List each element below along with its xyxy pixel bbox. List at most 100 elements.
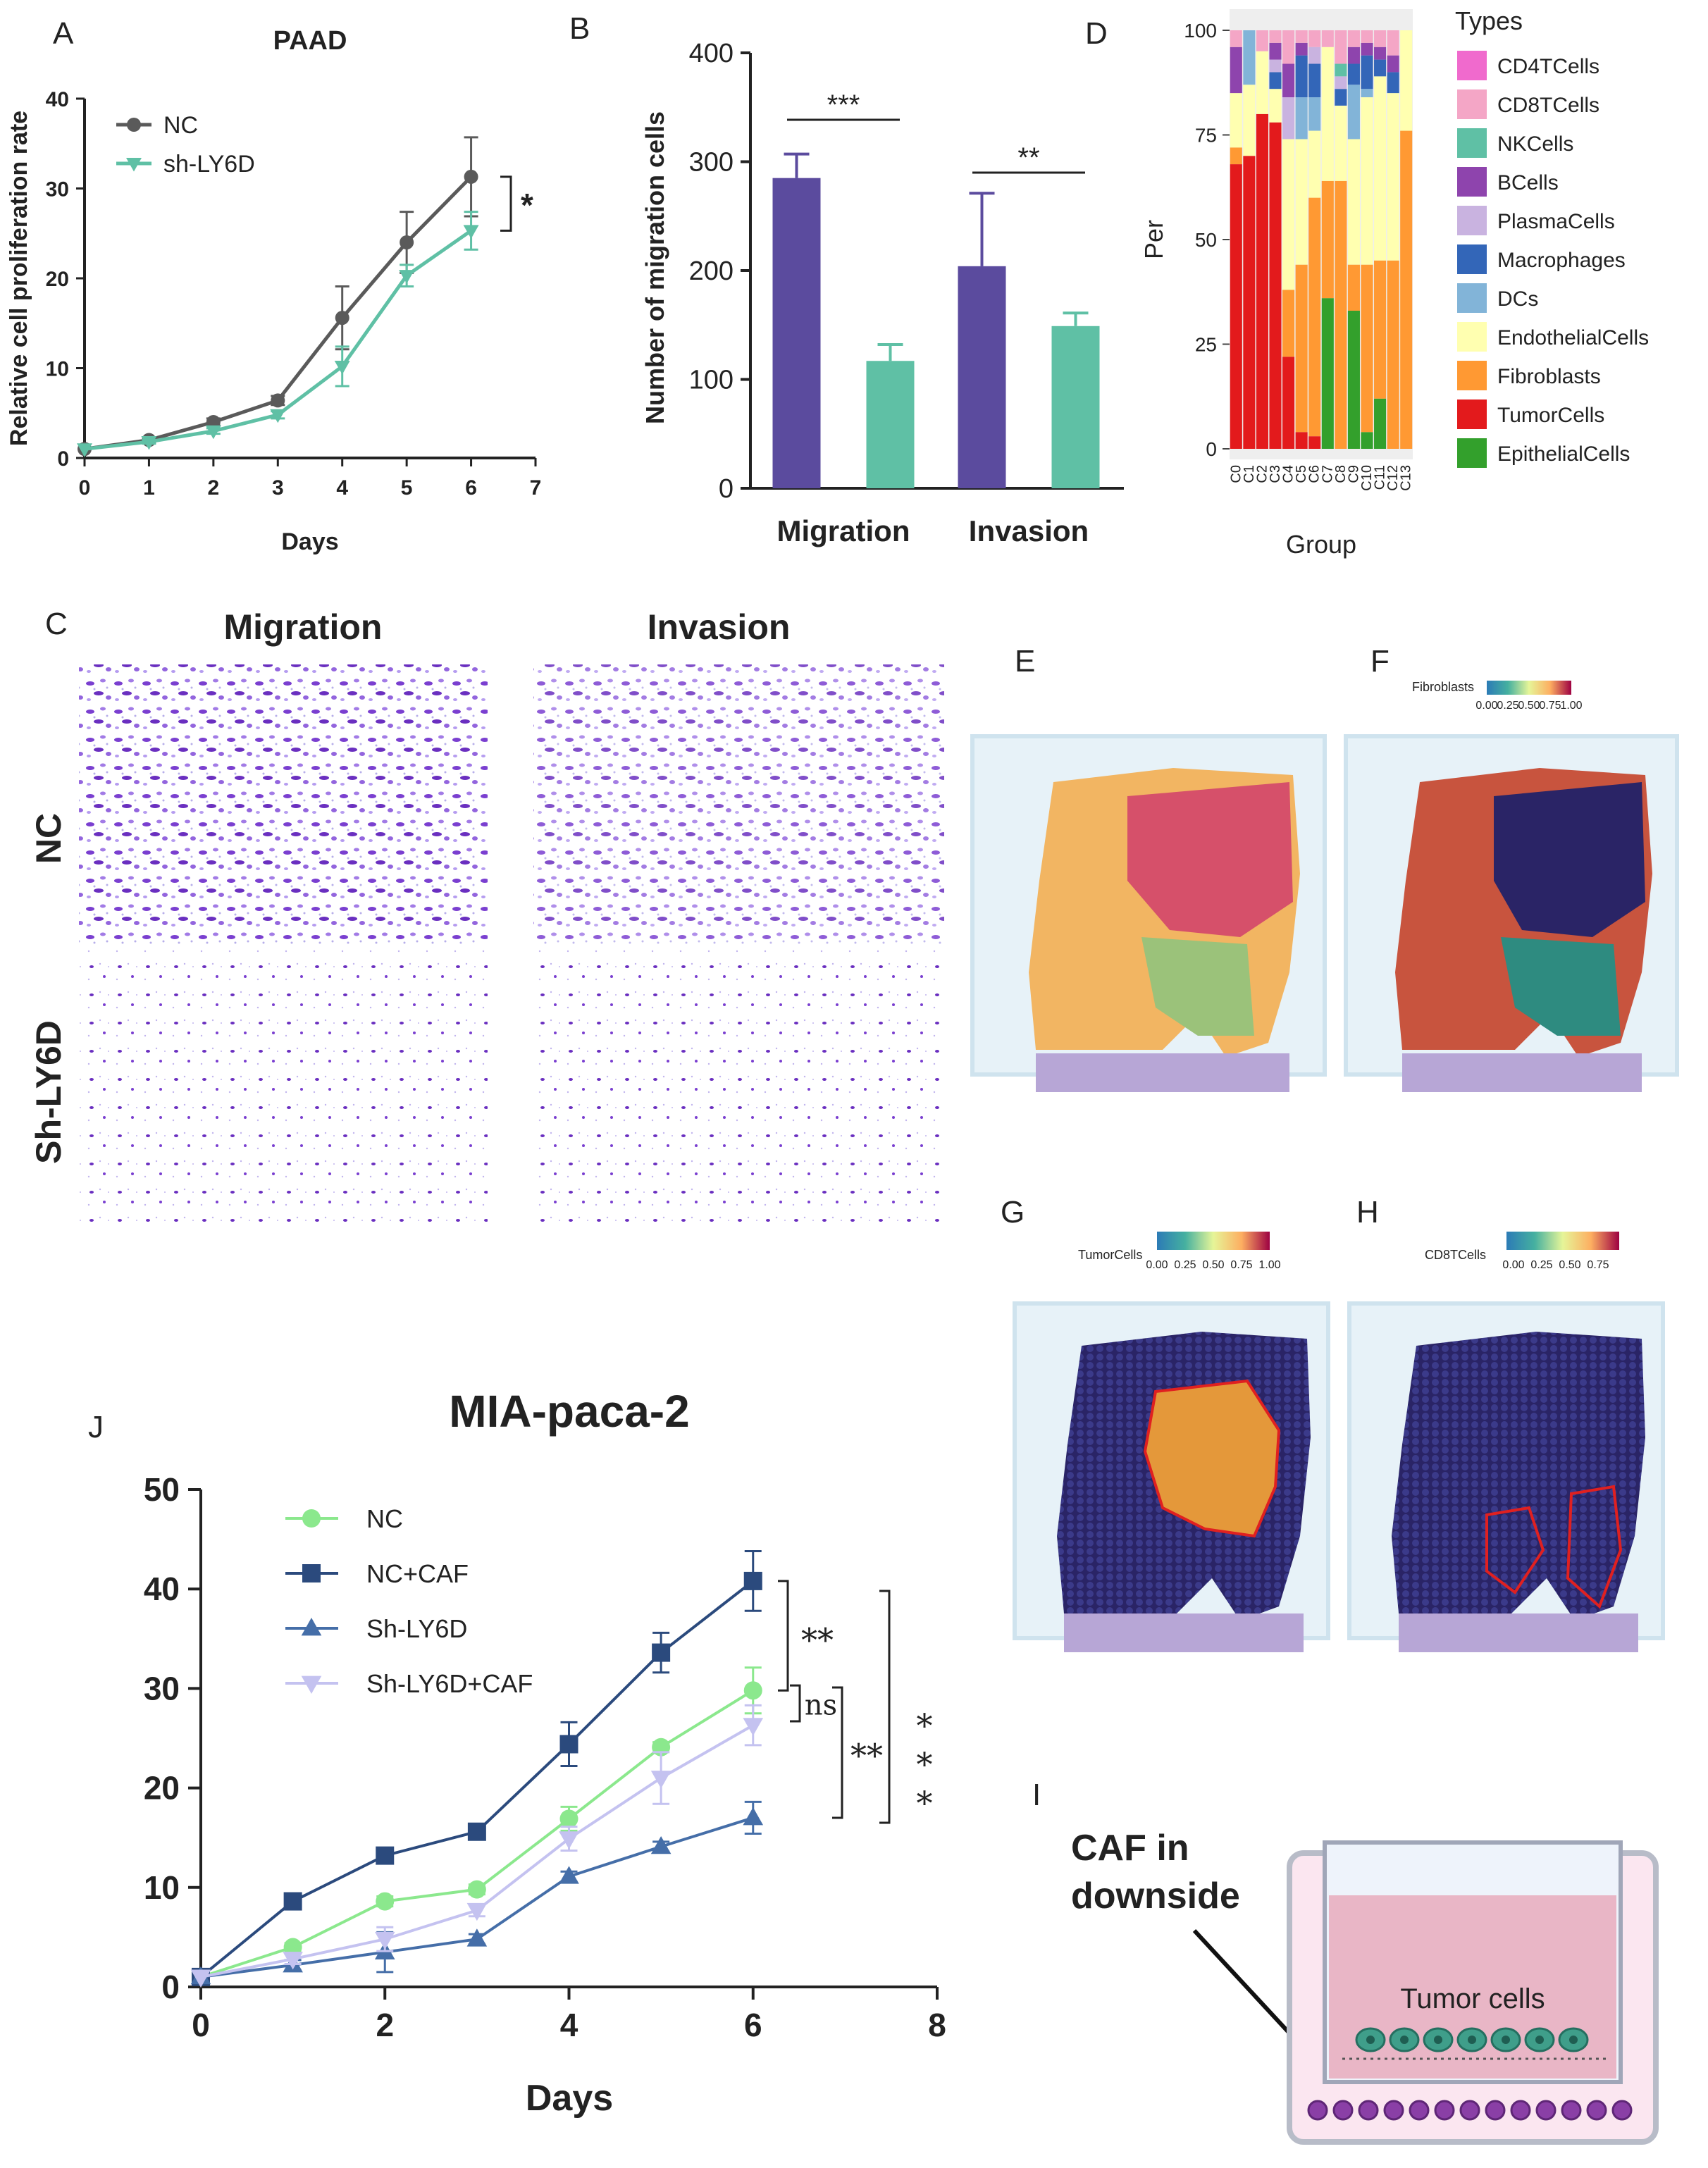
- stack-segment-d: [1295, 42, 1308, 56]
- legend-swatch-d: [1457, 128, 1487, 158]
- y-axis-label-a: Relative cell proliferation rate: [6, 111, 32, 446]
- tissue-section-h: [1392, 1332, 1645, 1621]
- tumor-cells-label: Tumor cells: [1400, 1983, 1545, 2014]
- legend-swatch-d: [1457, 167, 1487, 197]
- data-point-j: [190, 1969, 211, 1988]
- legend-swatch-d: [1457, 438, 1487, 468]
- panel-letter-e: E: [1015, 644, 1035, 679]
- stack-segment-d: [1361, 264, 1373, 433]
- image-nc-invasion: [533, 664, 944, 945]
- stack-segment-d: [1295, 432, 1308, 449]
- y-tick-label-j: 40: [144, 1571, 180, 1607]
- x-tick-label-a: 2: [208, 476, 220, 500]
- stack-segment-d: [1335, 63, 1347, 77]
- image-nc-migration: [79, 664, 488, 945]
- category-label-b: Invasion: [969, 514, 1089, 547]
- caf-cell: [1434, 2100, 1455, 2121]
- colorscale-ticks-f: 0.000.250.500.751.00: [1475, 700, 1582, 712]
- panel-c-col-invasion: Invasion: [648, 607, 791, 647]
- stack-segment-d: [1308, 63, 1321, 98]
- panel-e-spatial-clusters: E: [970, 644, 1327, 1092]
- bracket-j-1: [778, 1580, 789, 1692]
- tissue-cluster-red-e: [1127, 782, 1293, 937]
- stack-segment-d: [1243, 156, 1256, 449]
- y-axis-label-b: Number of migration cells: [640, 111, 669, 424]
- panel-letter-h: H: [1356, 1195, 1379, 1229]
- stack-segment-d: [1347, 310, 1360, 449]
- bar-b: [772, 178, 821, 489]
- legend-label-d: TumorCells: [1497, 404, 1604, 427]
- stack-segment-d: [1400, 130, 1413, 449]
- stack-segment-d: [1335, 180, 1347, 449]
- y-tick-label-b: 300: [689, 148, 734, 178]
- data-point-a: [463, 225, 479, 239]
- x-tick-label-d: C0: [1228, 465, 1244, 483]
- stack-segment-d: [1243, 30, 1256, 85]
- significance-label-j: *: [917, 1706, 933, 1745]
- y-tick-label-d: 0: [1206, 438, 1217, 460]
- tissue-low-f: [1494, 782, 1645, 937]
- y-tick-label-d: 50: [1195, 229, 1217, 251]
- x-tick-label-a: 0: [79, 476, 91, 500]
- stack-segment-d: [1295, 55, 1308, 98]
- significance-label-b: **: [1017, 142, 1039, 173]
- panel-letter-d: D: [1085, 16, 1108, 51]
- stack-segment-d: [1295, 264, 1308, 433]
- x-tick-label-d: C1: [1242, 465, 1257, 483]
- stack-segment-d: [1374, 47, 1387, 60]
- data-point-a: [335, 311, 349, 326]
- bar-b: [958, 266, 1006, 488]
- data-point-j: [652, 1643, 671, 1662]
- legend-label-j: NC: [366, 1504, 403, 1533]
- stack-segment-d: [1361, 55, 1373, 89]
- image-sh-invasion: [533, 950, 944, 1226]
- panel-c-row-nc: NC: [29, 813, 68, 864]
- stack-segment-d: [1321, 30, 1334, 47]
- y-tick-label-a: 10: [46, 358, 69, 381]
- stack-segment-d: [1308, 97, 1321, 131]
- y-tick-label-a: 40: [46, 88, 69, 111]
- x-tick-label-d: C6: [1307, 465, 1323, 483]
- x-tick-label-d: C11: [1373, 465, 1388, 490]
- significance-label-j: ns: [805, 1690, 837, 1722]
- legend-swatch-d: [1457, 206, 1487, 235]
- x-tick-label-j: 0: [192, 2007, 210, 2043]
- significance-label-a: *: [521, 187, 533, 223]
- stack-segment-d: [1282, 139, 1295, 290]
- legend-swatch-d: [1457, 89, 1487, 119]
- stack-segment-d: [1243, 85, 1256, 156]
- x-tick-label-j: 4: [560, 2007, 578, 2043]
- data-point-j: [743, 1571, 762, 1590]
- panel-h-spatial-cd8t: H CD8TCells 0.00 0.25 0.50 0.75: [1347, 1195, 1665, 1652]
- stack-segment-d: [1361, 97, 1373, 265]
- significance-label-j: **: [801, 1621, 834, 1659]
- chart-d-stacked-bars: D 0 25 50 75 100 Per C0C1C2C3C4C5C6C7C8C9C10C11…: [1085, 6, 1649, 559]
- y-tick-label-a: 30: [46, 178, 69, 202]
- x-tick-label-d: C5: [1294, 465, 1309, 483]
- colorscale-tick-label: 0.50: [1559, 1259, 1580, 1271]
- legend-marker-a: [127, 118, 141, 132]
- y-tick-label-j: 30: [144, 1670, 180, 1706]
- stack-segment-d: [1230, 93, 1242, 148]
- stack-segment-d: [1308, 30, 1321, 47]
- stack-segment-d: [1321, 180, 1334, 299]
- he-stain-strip-e: [1036, 1053, 1289, 1092]
- significance-label-j: **: [850, 1736, 883, 1774]
- data-point-j: [376, 1846, 395, 1865]
- data-point-j: [376, 1892, 395, 1911]
- x-tick-label-d: C10: [1359, 465, 1375, 491]
- data-point-j: [743, 1807, 764, 1826]
- colorscale-tick-label: 0.00: [1502, 1259, 1524, 1271]
- stack-segment-d: [1347, 139, 1360, 265]
- data-point-j: [559, 1809, 578, 1828]
- caf-label-line2: downside: [1071, 1876, 1240, 1916]
- legend-label-j: Sh-LY6D+CAF: [366, 1669, 533, 1698]
- data-point-j: [467, 1822, 486, 1841]
- stack-segment-d: [1347, 47, 1360, 64]
- data-point-j: [743, 1681, 762, 1700]
- data-point-j: [467, 1880, 486, 1899]
- data-point-j: [466, 1902, 488, 1921]
- colorscale-ticks-g: 0.00 0.25 0.50 0.75 1.00: [1146, 1259, 1280, 1271]
- stack-segment-d: [1347, 264, 1360, 311]
